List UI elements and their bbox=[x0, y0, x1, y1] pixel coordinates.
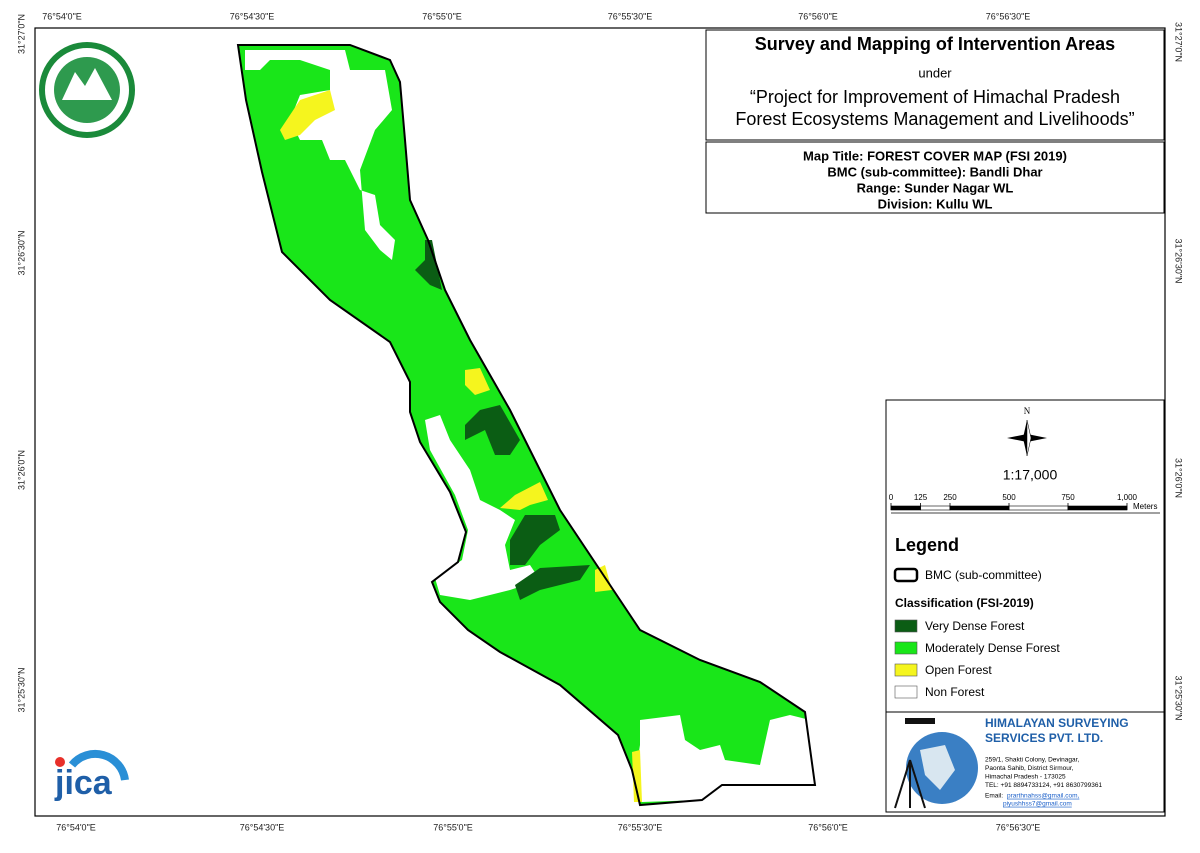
project-name: “Project for Improvement of Himachal Pra… bbox=[750, 87, 1120, 107]
address-line: Paonta Sahib, District Sirmour, bbox=[985, 765, 1074, 772]
map-title: Map Title: FOREST COVER MAP (FSI 2019) bbox=[803, 148, 1067, 163]
non-forest-patch bbox=[636, 715, 815, 802]
jica-logo: jica bbox=[54, 749, 129, 802]
non-forest-patch bbox=[425, 415, 540, 600]
scale-segment bbox=[1008, 505, 1069, 511]
latitude-label: 31°25'30"N bbox=[1174, 675, 1184, 720]
tripod bbox=[894, 759, 926, 809]
map-frame bbox=[34, 27, 1166, 817]
north-label: N bbox=[1024, 406, 1031, 416]
info-box bbox=[705, 141, 1165, 214]
jica-arc bbox=[68, 749, 129, 781]
latitude-label: 31°26'0"N bbox=[16, 450, 26, 490]
legend-label: Open Forest bbox=[925, 663, 992, 677]
very-dense-forest-patch bbox=[515, 565, 590, 600]
longitude-label: 76°56'0"E bbox=[808, 822, 848, 832]
latitude-label: 31°26'30"N bbox=[16, 230, 26, 275]
legend-label: BMC (sub-committee) bbox=[925, 568, 1042, 582]
company-name: HIMALAYAN SURVEYING bbox=[985, 716, 1129, 730]
latitude-label: 31°25'30"N bbox=[16, 667, 26, 712]
range: Range: Sunder Nagar WL bbox=[857, 180, 1014, 195]
project-name: Forest Ecosystems Management and Livelih… bbox=[735, 109, 1134, 129]
globe-land bbox=[920, 745, 955, 790]
jica-text: jica bbox=[54, 764, 113, 802]
open-forest-patch bbox=[595, 565, 612, 592]
open-forest-patch bbox=[465, 368, 490, 395]
open-forest-patch bbox=[280, 90, 335, 140]
scale-segment bbox=[890, 505, 921, 511]
scale-segment bbox=[949, 505, 1010, 511]
scale-tick-label: 750 bbox=[1061, 493, 1075, 502]
legend-boundary-swatch bbox=[893, 567, 919, 583]
compass-shade bbox=[1026, 419, 1032, 457]
legend-swatch bbox=[894, 619, 918, 633]
email: piyushhss7@gmail.com bbox=[1003, 801, 1072, 808]
longitude-label: 76°54'0"E bbox=[42, 11, 82, 21]
longitude-label: 76°55'30"E bbox=[608, 11, 653, 21]
scale-tick-label: 125 bbox=[914, 493, 928, 502]
scale-tick-label: 250 bbox=[943, 493, 957, 502]
logo-mountain bbox=[62, 68, 112, 100]
title: Survey and Mapping of Intervention Areas bbox=[755, 34, 1115, 54]
scale-segment bbox=[920, 505, 951, 511]
longitude-label: 76°56'0"E bbox=[798, 11, 838, 21]
scale-tick-label: 1,000 bbox=[1117, 493, 1138, 502]
legend-classes: Very Dense Forest Moderately Dense Forest… bbox=[894, 619, 1060, 699]
latitude-label: 31°27'0"N bbox=[1174, 22, 1184, 62]
title-box bbox=[705, 29, 1165, 141]
legend-swatch bbox=[894, 663, 918, 677]
north-arrow bbox=[1007, 419, 1047, 457]
legend-label: Very Dense Forest bbox=[925, 619, 1025, 633]
legend-swatch bbox=[894, 685, 918, 699]
bmc-area bbox=[236, 44, 817, 807]
latitude-label: 31°27'0"N bbox=[16, 14, 26, 54]
drone bbox=[905, 718, 935, 724]
scale-tick-label: 500 bbox=[1002, 493, 1016, 502]
company-address: 259/1, Shakti Colony, Devinagar,Paonta S… bbox=[985, 757, 1102, 808]
very-dense-forest-patch bbox=[510, 515, 560, 565]
scale-segment bbox=[1067, 505, 1128, 511]
scale-bar: 0 125 250 500 750 1,000 bbox=[889, 493, 1160, 514]
longitude-label: 76°54'30"E bbox=[240, 822, 285, 832]
scale-tick-label: 0 bbox=[889, 493, 894, 502]
longitude-label: 76°55'0"E bbox=[422, 11, 462, 21]
longitude-label: 76°56'30"E bbox=[986, 11, 1031, 21]
address-line: 259/1, Shakti Colony, Devinagar, bbox=[985, 757, 1079, 764]
email: prarthnahss@gmail.com, bbox=[1007, 793, 1080, 800]
very-dense-forest-patch bbox=[415, 240, 442, 290]
legend-subtitle: Classification (FSI-2019) bbox=[895, 596, 1034, 610]
scale-unit: Meters bbox=[1133, 502, 1157, 511]
scale-ratio: 1:17,000 bbox=[1003, 467, 1058, 483]
open-forest-patch bbox=[500, 482, 548, 510]
very-dense-forest-patch bbox=[465, 405, 520, 455]
open-forest-patch bbox=[632, 750, 642, 802]
longitude-label: 76°55'30"E bbox=[618, 822, 663, 832]
non-forest-patch bbox=[245, 50, 395, 260]
latitude-label: 31°26'0"N bbox=[1174, 458, 1184, 498]
division: Division: Kullu WL bbox=[878, 196, 993, 211]
address-line: Himachal Pradesh - 173025 bbox=[985, 774, 1066, 781]
subtitle: under bbox=[918, 65, 952, 80]
longitude-label: 76°55'0"E bbox=[433, 822, 473, 832]
legend-title: Legend bbox=[895, 535, 959, 555]
bmc-boundary bbox=[236, 44, 817, 807]
company-logo bbox=[894, 718, 978, 809]
email-label: Email: bbox=[985, 793, 1003, 800]
legend-label: Non Forest bbox=[925, 685, 985, 699]
longitude-label: 76°54'30"E bbox=[230, 11, 275, 21]
latitude-label: 31°26'30"N bbox=[1174, 238, 1184, 283]
address-line: TEL: +91 8894733124, +91 8630799361 bbox=[985, 782, 1102, 789]
longitude-label: 76°54'0"E bbox=[56, 822, 96, 832]
longitude-label: 76°56'30"E bbox=[996, 822, 1041, 832]
forest-department-logo bbox=[39, 42, 135, 138]
jica-dot bbox=[55, 757, 65, 767]
bmc-name: BMC (sub-committee): Bandli Dhar bbox=[827, 164, 1042, 179]
company-name: SERVICES PVT. LTD. bbox=[985, 731, 1103, 745]
legend-label: Moderately Dense Forest bbox=[925, 641, 1060, 655]
legend-swatch bbox=[894, 641, 918, 655]
coordinate-labels: 76°54'0"E 76°54'30"E 76°55'0"E 76°55'30"E 76… bbox=[16, 11, 1183, 832]
